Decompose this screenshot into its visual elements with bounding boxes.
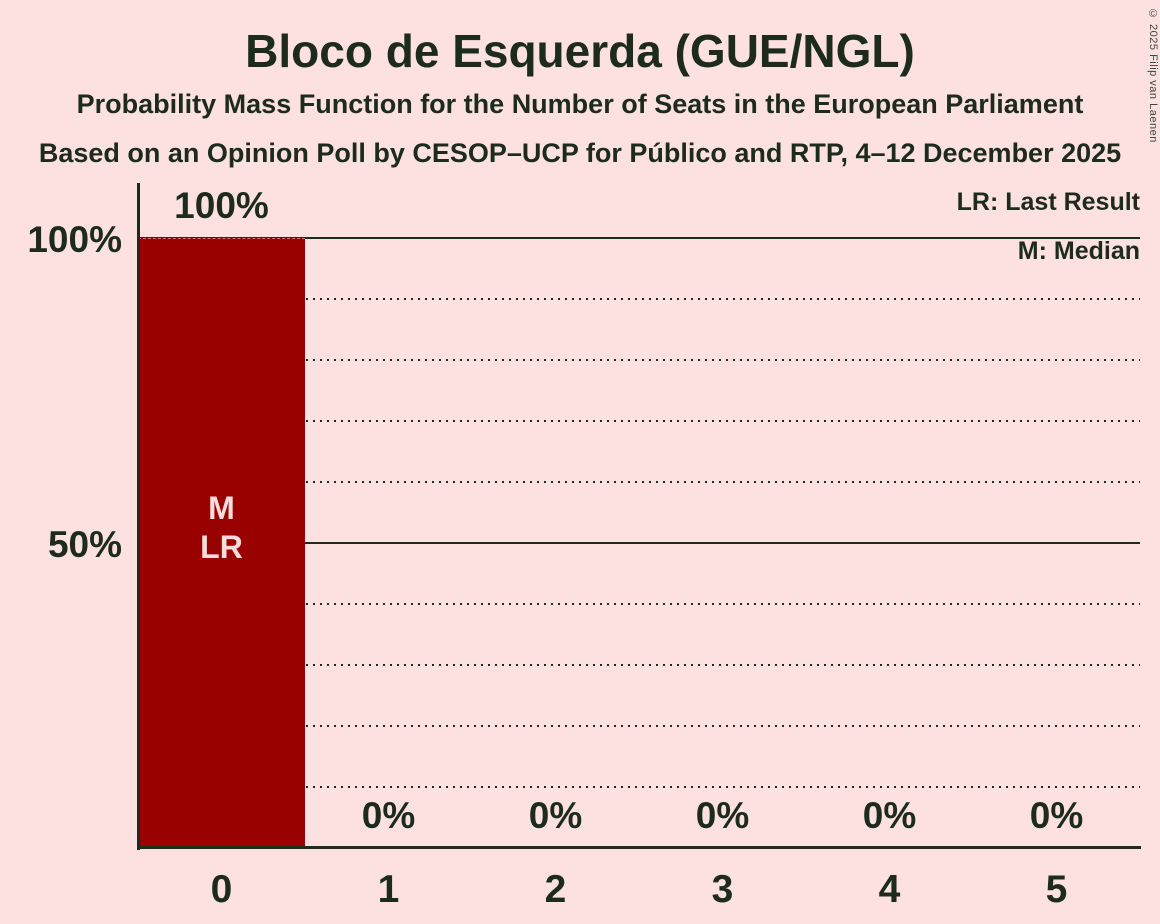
- gridline-10pct: [138, 786, 1140, 788]
- gridline-30pct: [138, 664, 1140, 666]
- last-result-marker: LR: [200, 529, 243, 565]
- value-label-5: 0%: [1029, 795, 1084, 836]
- value-label-2: 0%: [528, 795, 583, 836]
- x-tick-3: 3: [711, 868, 734, 911]
- gridline-70pct: [138, 420, 1140, 422]
- gridline-40pct: [138, 603, 1140, 605]
- x-tick-2: 2: [544, 868, 567, 911]
- gridline-100pct: [138, 237, 1140, 239]
- y-tick-100pct: 100%: [27, 219, 122, 260]
- bar-seats-0: [138, 238, 305, 848]
- value-label-1: 0%: [361, 795, 416, 836]
- legend-last-result: LR: Last Result: [956, 188, 1140, 216]
- gridline-80pct: [138, 359, 1140, 361]
- x-tick-4: 4: [878, 868, 901, 911]
- gridline-50pct: [138, 542, 1140, 544]
- median-marker: M: [208, 490, 235, 526]
- gridline-90pct: [138, 298, 1140, 300]
- x-tick-5: 5: [1045, 868, 1068, 911]
- chart-subtitle: Probability Mass Function for the Number…: [76, 89, 1084, 119]
- value-label-3: 0%: [695, 795, 750, 836]
- value-label-4: 0%: [862, 795, 917, 836]
- bar-annotation-0: M LR: [200, 489, 243, 567]
- poll-info: Based on an Opinion Poll by CESOP–UCP fo…: [38, 138, 1122, 168]
- x-tick-1: 1: [377, 868, 400, 911]
- copyright-note: © 2025 Filip van Laenen: [1147, 8, 1159, 143]
- chart-title: Bloco de Esquerda (GUE/NGL): [245, 25, 915, 77]
- y-axis: [137, 183, 140, 850]
- gridline-60pct: [138, 481, 1140, 483]
- value-label-0: 100%: [174, 185, 269, 226]
- x-tick-0: 0: [210, 868, 233, 911]
- y-tick-50pct: 50%: [47, 524, 122, 565]
- gridline-20pct: [138, 725, 1140, 727]
- x-axis: [137, 846, 1141, 849]
- legend-median: M: Median: [1017, 237, 1140, 265]
